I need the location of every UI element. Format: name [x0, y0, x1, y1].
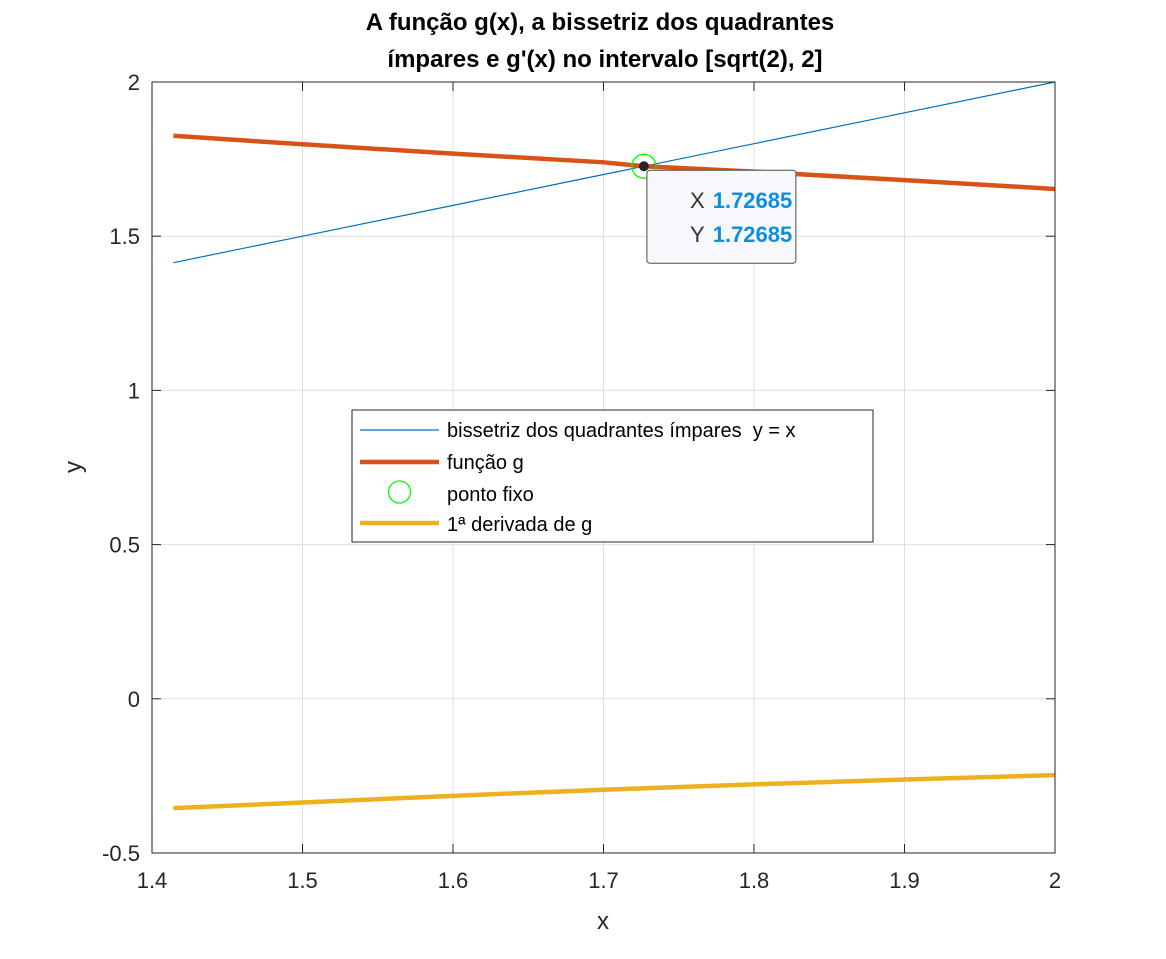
chart-title-line1: A função g(x), a bissetriz dos quadrante…	[366, 9, 835, 36]
datatip-x-key: X	[690, 188, 705, 213]
datatip-y-value: 1.72685	[713, 222, 793, 247]
axes-box	[151, 81, 1056, 854]
x-tick-label: 1.5	[287, 868, 318, 893]
y-tick-label: 1.5	[109, 224, 140, 249]
legend-label-bissetriz: bissetriz dos quadrantes ímpares y = x	[447, 420, 796, 442]
y-tick-label: 0.5	[109, 533, 140, 558]
x-tick-label: 1.6	[438, 868, 469, 893]
datatip-x-value: 1.72685	[713, 188, 793, 213]
fixed-point-marker	[631, 153, 657, 179]
x-tick-label: 1.9	[889, 868, 920, 893]
y-tick-label: 1	[128, 378, 140, 403]
y-tick-label: 0	[128, 687, 140, 712]
legend-label-derivada: 1ª derivada de g	[447, 514, 592, 536]
datatip-x-line: X 1.72685	[659, 188, 815, 213]
x-tick-label: 1.4	[137, 868, 168, 893]
series-line-bissetriz	[173, 81, 1056, 264]
legend-marker-ponto-fixo	[387, 480, 412, 504]
axes	[151, 81, 1056, 854]
datatip-y-line: Y 1.72685	[659, 222, 815, 247]
chart-title-line2: ímpares e g'(x) no intervalo [sqrt(2), 2…	[387, 46, 822, 73]
x-axis-label: x	[597, 908, 609, 935]
x-tick-label: 2	[1049, 868, 1061, 893]
datatip-point[interactable]	[638, 161, 649, 172]
legend-box	[351, 409, 874, 543]
datatip-y-key: Y	[690, 222, 705, 247]
y-axis-label: y	[60, 461, 87, 473]
datatip[interactable]: X 1.72685 Y 1.72685	[638, 161, 815, 264]
legend-label-ponto-fixo: ponto fixo	[447, 484, 534, 506]
y-tick-label: -0.5	[102, 841, 140, 866]
legend-label-funcao-g: função g	[447, 452, 524, 474]
series-line-derivada	[173, 772, 1056, 811]
datatip-box	[646, 169, 797, 264]
x-tick-label: 1.7	[588, 868, 619, 893]
series-layer	[173, 81, 1056, 811]
tick-labels: 1.4 1.5 1.6 1.7 1.8 1.9 2 -0.5 0 0.5 1 1.5 2	[102, 70, 1061, 893]
legend: bissetriz dos quadrantes ímpares y = x f…	[351, 409, 874, 543]
x-tick-label: 1.8	[739, 868, 770, 893]
series-line-funcao-g	[173, 133, 1056, 192]
y-tick-label: 2	[128, 70, 140, 95]
